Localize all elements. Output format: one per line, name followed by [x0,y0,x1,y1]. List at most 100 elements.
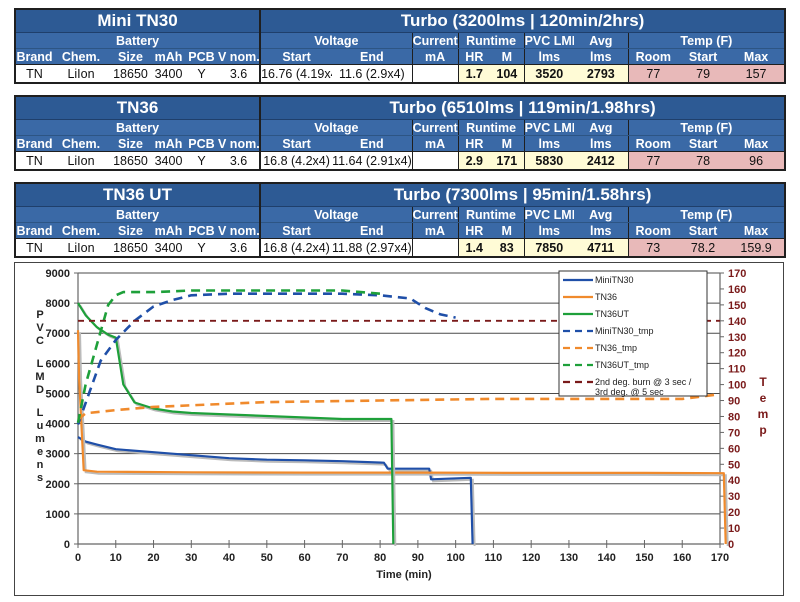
table-cell: 18650 [109,64,152,83]
column-header: Start [678,222,728,239]
y2-tick-label: 70 [728,427,740,439]
y-axis-label-char: D [36,384,44,396]
table-cell: 83 [490,238,524,257]
group-avg: Avg [574,119,629,136]
column-header: Room [627,135,679,152]
table-cell: 3520 [523,64,575,83]
series-line-minitn30_tmp [76,292,456,425]
y-axis-label-char: P [36,309,43,321]
series-shadow [79,438,476,547]
table-cell: 5830 [523,151,575,170]
group-temp: Temp (F) [627,206,786,223]
x-tick-label: 100 [446,552,464,564]
column-header: Chem. [53,48,109,65]
group-battery: Battery [15,32,261,49]
table-cell: 78 [678,151,729,170]
x-axis-label: Time (min) [376,569,432,581]
column-header: Size [109,135,152,152]
column-header: mA [411,48,459,65]
table-cell: 2793 [574,64,629,83]
column-header: Brand [15,135,53,152]
y2-tick-label: 20 [728,507,740,519]
y-axis-label-char: L [37,358,44,370]
table-cell: 96 [728,151,786,170]
y2-tick-label: 130 [728,332,746,344]
column-header: End [332,135,413,152]
group-current: Current [411,32,459,49]
group-temp: Temp (F) [627,119,786,136]
table-cell: 3.6 [218,151,261,170]
y2-axis-label-char: T [759,375,767,389]
group-voltage: Voltage [259,32,413,49]
table-cell: 1.7 [457,64,491,83]
legend-label: TN36UT_tmp [595,360,649,370]
y2-tick-label: 110 [728,364,746,376]
mode-title: Turbo (3200lms | 120min/2hrs) [259,9,786,33]
column-header: HR [457,222,490,239]
x-tick-label: 130 [560,552,578,564]
y2-axis-label-char: m [758,407,769,421]
column-header: Size [109,48,152,65]
table-cell [411,238,458,257]
table-cell: 7850 [523,238,574,257]
spec-table: TN36 UT Turbo (7300lms | 95min/1.58hrs) Ba… [14,182,787,258]
group-voltage: Voltage [259,119,413,136]
column-header: Chem. [53,135,109,152]
group-runtime: Runtime [457,119,525,136]
model-title: Mini TN30 [15,9,261,33]
group-pvc: PVC LMD [523,32,575,49]
x-tick-label: 20 [147,552,159,564]
table-cell: 4711 [574,238,628,257]
chart-frame: 0 1000 2000 3000 4000 5000 6000 7000 8000 9000 0 10… [14,262,784,596]
table-cell: 11.64 (2.91x4) [332,151,413,170]
y-axis-label-char: M [35,371,44,383]
legend-label: TN36 [595,292,617,302]
column-header: PCB [185,135,218,152]
runtime-chart: 0100020003000400050006000700080009000010… [35,268,769,581]
table-cell: 3.6 [218,64,261,83]
x-tick-label: 110 [485,552,503,564]
y-axis-label-char: u [37,420,44,432]
table-cell: TN [15,151,53,170]
column-header: End [332,222,412,239]
table-cell: 78.2 [678,238,728,257]
spec-table: TN36 Turbo (6510lms | 119min/1.98hrs) Batt… [14,95,787,171]
x-tick-label: 80 [374,552,386,564]
column-header: Room [627,48,679,65]
column-header: Brand [15,222,53,239]
x-tick-label: 50 [261,552,273,564]
column-header: lms [523,222,574,239]
x-tick-label: 160 [673,552,691,564]
x-tick-label: 40 [223,552,235,564]
y2-tick-label: 160 [728,284,746,296]
column-header: Max [728,135,786,152]
column-header: lms [523,48,575,65]
y-tick-label: 6000 [46,358,70,370]
series-shadow [79,304,397,547]
column-header: Max [728,48,786,65]
table-cell: 16.8 (4.2x4) [259,151,333,170]
table-cell: LiIon [53,64,109,83]
column-header: lms [574,135,629,152]
y2-tick-label: 40 [728,475,740,487]
mode-title: Turbo (7300lms | 95min/1.58hrs) [258,183,786,207]
column-header: mA [411,222,458,239]
y2-tick-label: 140 [728,316,746,328]
y2-tick-label: 120 [728,348,746,360]
legend-box [558,270,708,397]
column-header: HR [457,48,491,65]
legend-label: 2nd deg. burn @ 3 sec / [595,377,692,387]
table-cell: LiIon [53,238,109,257]
y-axis-label-char: e [37,446,43,458]
y2-tick-label: 0 [728,539,734,551]
column-header: Room [627,222,678,239]
group-current: Current [411,206,458,223]
column-header: V nom. [218,48,261,65]
column-header: Start [259,222,332,239]
column-header: Chem. [53,222,109,239]
y2-tick-label: 150 [728,300,746,312]
table-cell: 104 [490,64,525,83]
table-cell: 77 [627,64,679,83]
y-tick-label: 0 [64,539,70,551]
legend-label: TN36UT [595,309,630,319]
